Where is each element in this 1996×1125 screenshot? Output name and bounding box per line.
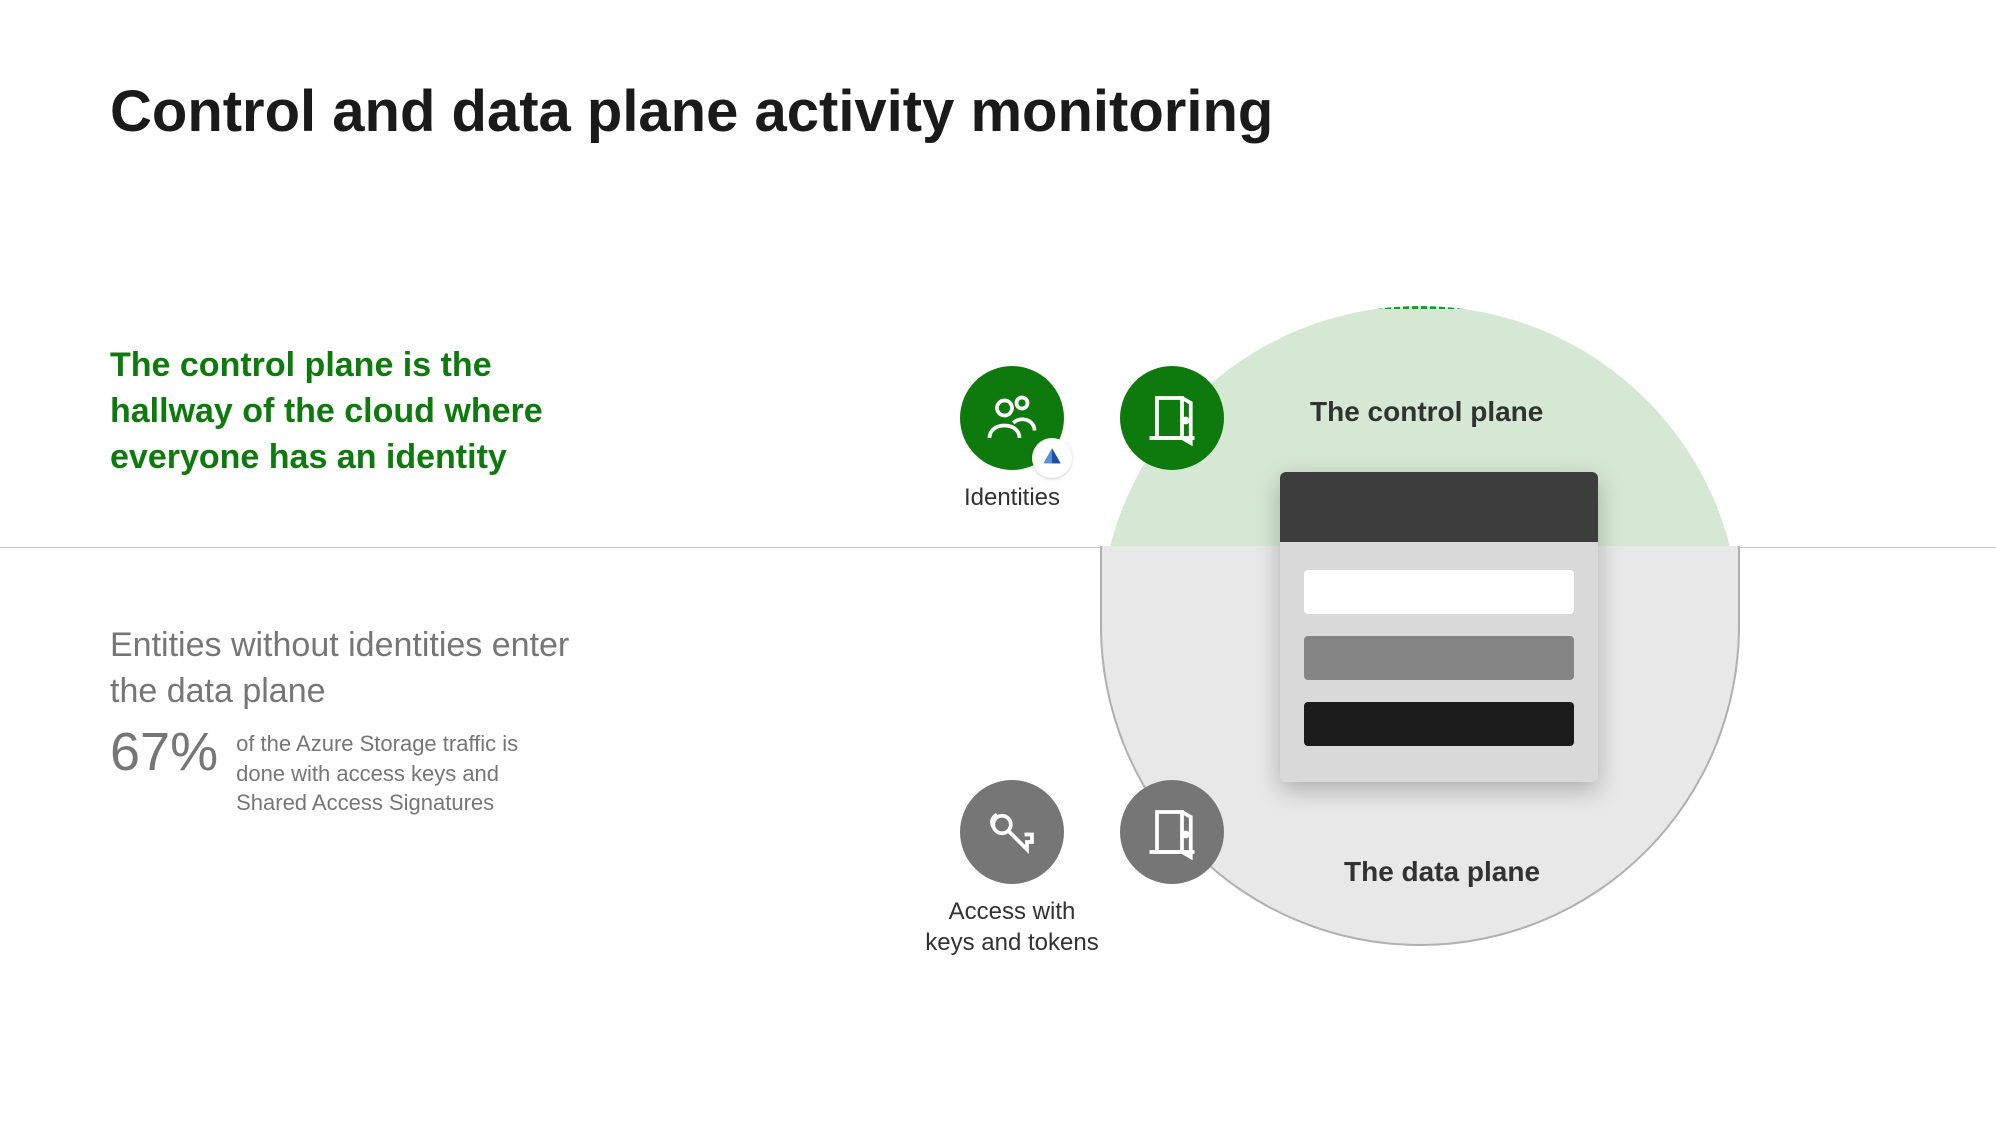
data-plane-label: The data plane	[1344, 856, 1540, 888]
resource-row-3	[1304, 702, 1574, 746]
control-plane-label: The control plane	[1310, 396, 1543, 428]
data-door-icon	[1120, 780, 1224, 884]
azure-badge-icon	[1032, 438, 1072, 478]
resource-row-1	[1304, 570, 1574, 614]
control-plane-description: The control plane is the hallway of the …	[110, 343, 570, 481]
statistic-percent: 67%	[110, 725, 218, 779]
access-keys-icon	[960, 780, 1064, 884]
statistic-description: of the Azure Storage traffic is done wit…	[236, 725, 536, 818]
control-door-icon	[1120, 366, 1224, 470]
resource-card	[1280, 472, 1598, 782]
slide-title: Control and data plane activity monitori…	[110, 78, 1273, 145]
resource-card-header	[1280, 472, 1598, 542]
identities-label: Identities	[922, 482, 1102, 513]
resource-row-2	[1304, 636, 1574, 680]
resource-card-body	[1280, 542, 1598, 782]
data-plane-description: Entities without identities enter the da…	[110, 623, 610, 715]
plane-diagram: The control plane The data plane Identit…	[920, 280, 1840, 1000]
access-keys-label: Access with keys and tokens	[922, 896, 1102, 958]
statistic-row: 67% of the Azure Storage traffic is done…	[110, 725, 536, 818]
